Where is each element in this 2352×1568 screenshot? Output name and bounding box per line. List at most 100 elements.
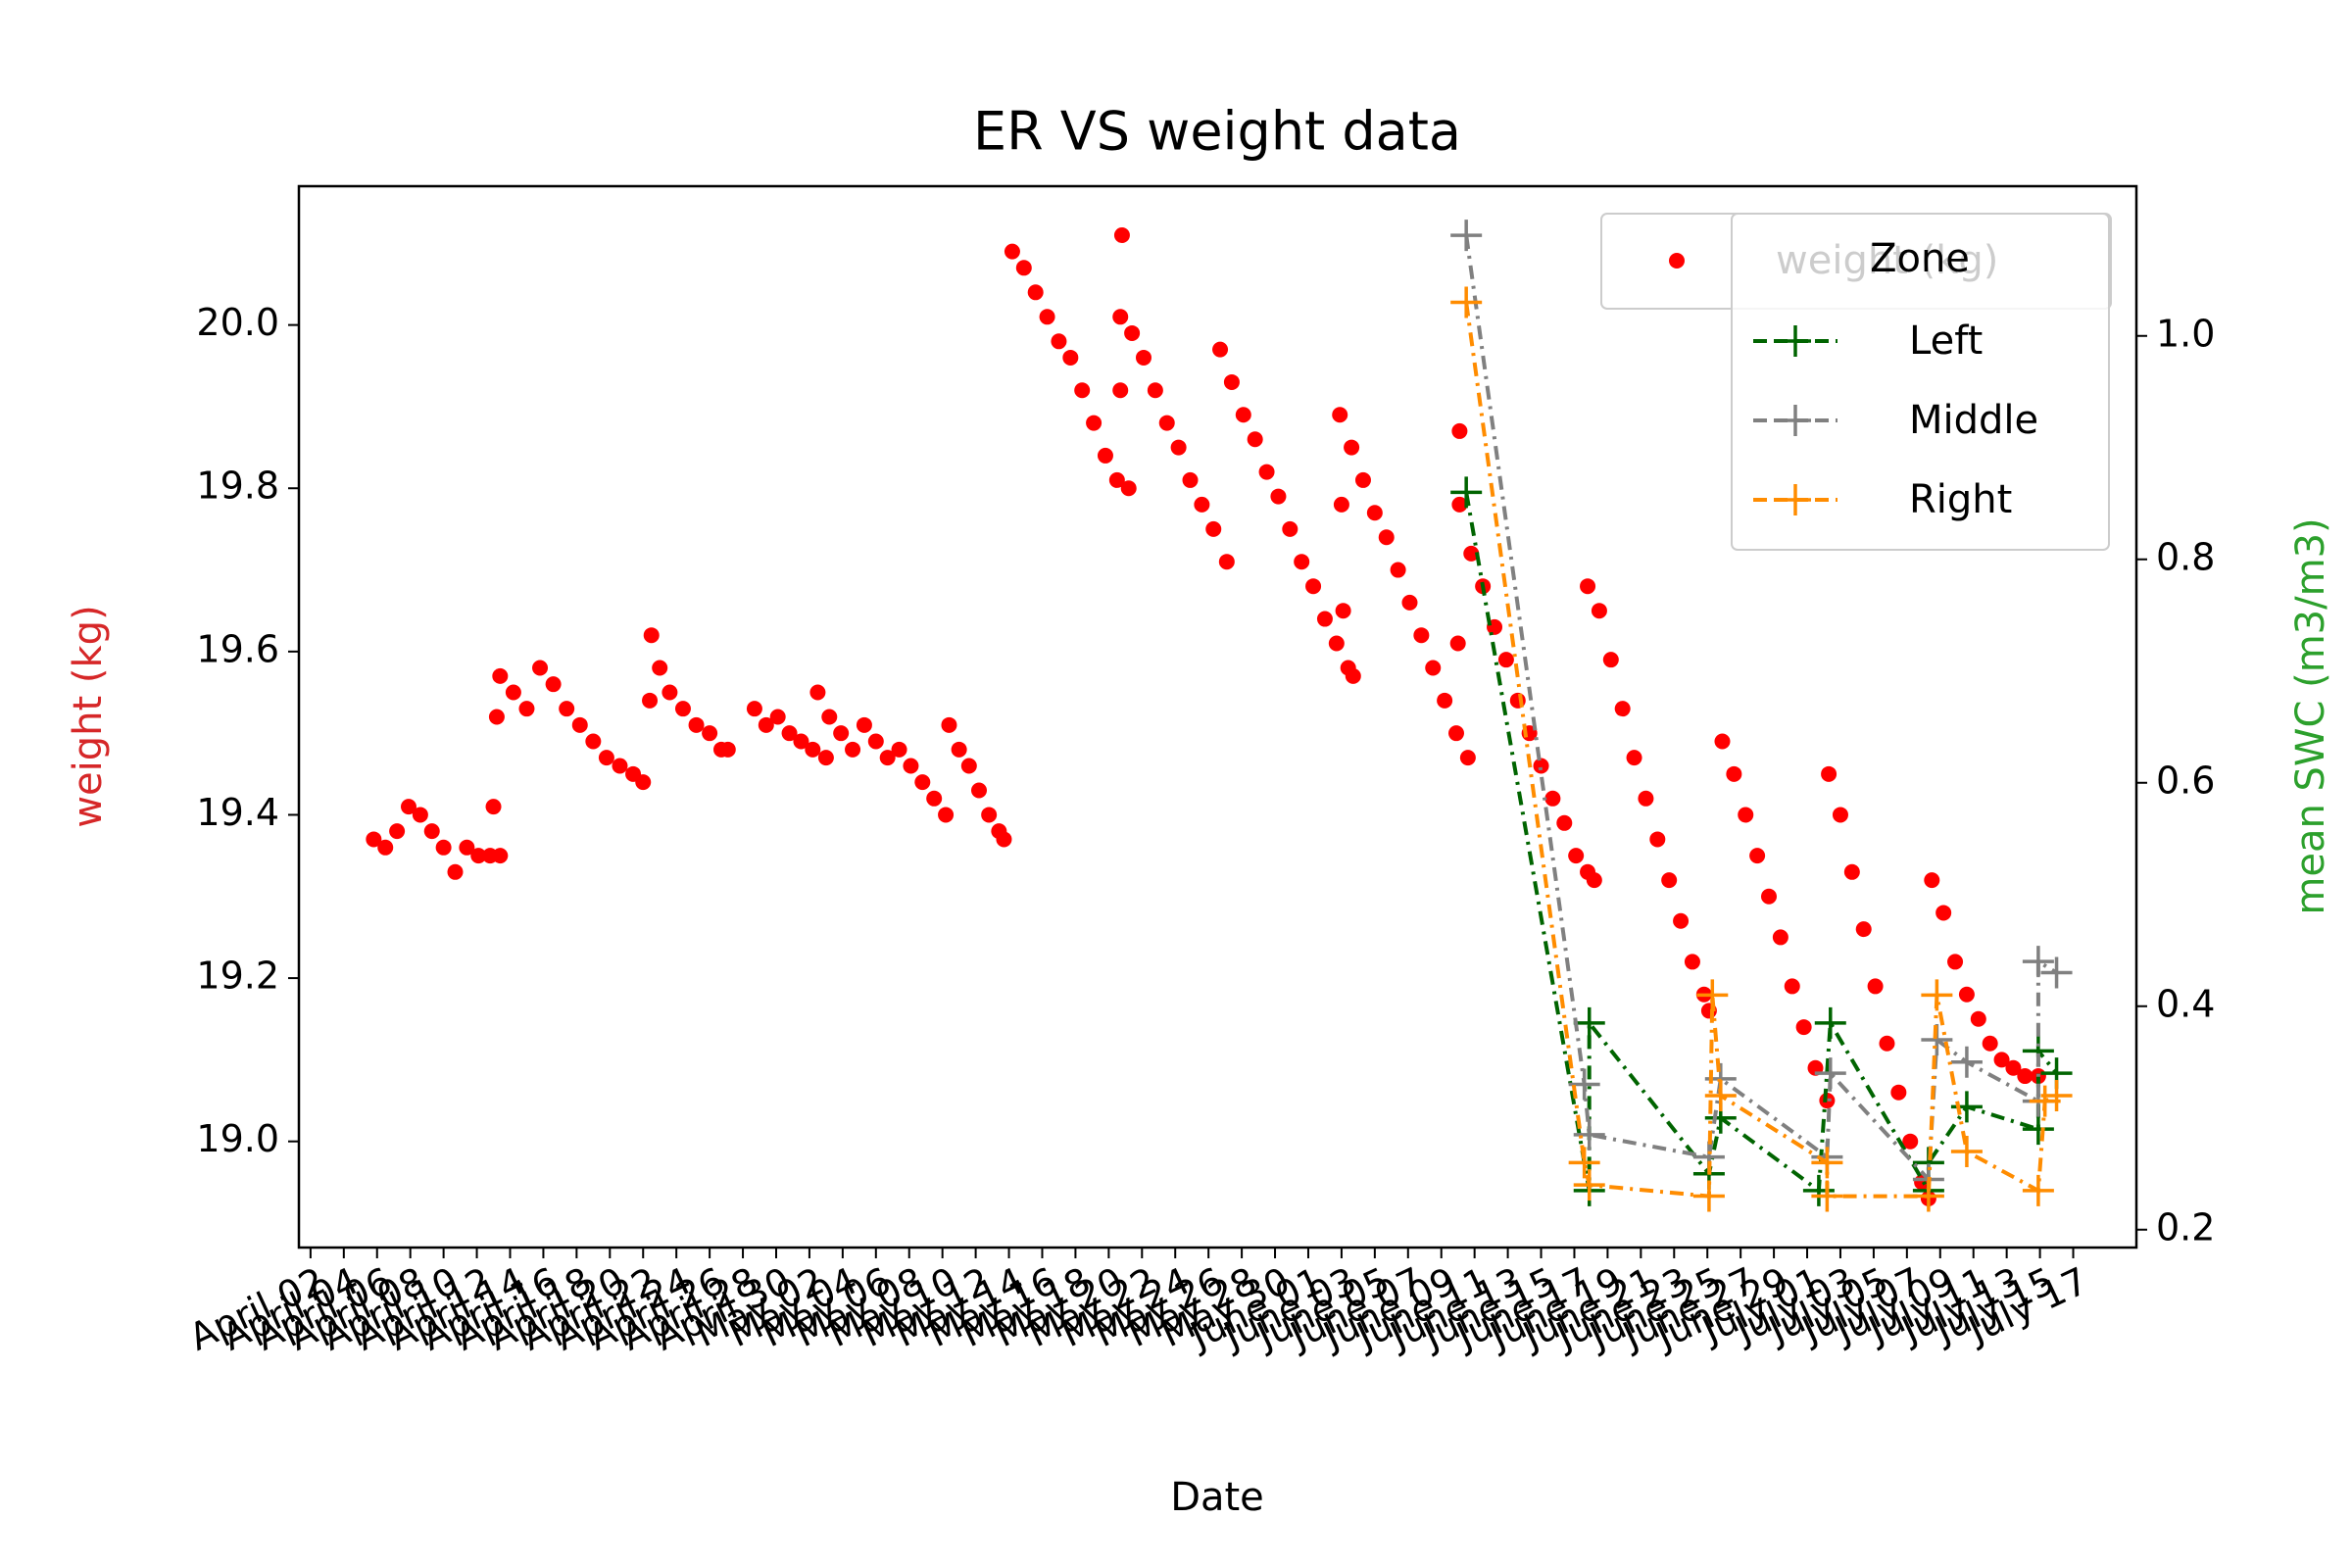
weight-point [1795,1019,1812,1036]
weight-point [981,807,998,823]
weight-point [1212,341,1229,358]
weight-point [1924,872,1940,889]
swc-marker [1814,1006,1846,1039]
weight-point [1890,1084,1907,1101]
weight-point [941,716,957,733]
weight-point [2005,1059,2022,1076]
weight-point [1437,692,1453,709]
weight-point [914,774,931,791]
weight-point [1135,349,1152,366]
weight-point [674,701,691,717]
weight-point [688,716,705,733]
swc-marker [1692,1180,1725,1212]
weight-point [1673,912,1690,929]
weight-point [2017,1068,2034,1085]
weight-point [1108,471,1125,488]
weight-point [1761,888,1777,905]
weight-point [1124,324,1141,341]
weight-point [1556,814,1573,831]
legend-box [1731,213,2110,551]
weight-point [1170,439,1187,456]
weight-point [377,839,394,856]
weight-point [1843,863,1860,880]
weight-point [1738,807,1754,823]
y-tick-label: 19.4 [196,791,279,834]
weight-point [612,758,628,774]
legend-zone: Zone Left Middle Right [1731,213,2110,551]
weight-point [1451,496,1468,513]
weight-point [821,709,838,725]
weight-point [571,716,588,733]
swc-marker [1811,1147,1843,1179]
weight-point [1749,848,1766,864]
weight-point [833,725,850,742]
weight-point [1425,660,1442,676]
weight-point [1218,554,1235,570]
weight-point [1413,627,1430,644]
weight-point [1661,872,1678,889]
weight-point [1819,1093,1836,1109]
legend-label: Right [1909,477,2012,522]
swc-marker [1450,476,1483,509]
weight-point [1580,578,1596,595]
weight-point [769,709,786,725]
weight-point [435,839,452,856]
y-tick-label: 19.0 [196,1117,279,1160]
weight-point [447,863,464,880]
weight-point [423,823,440,840]
weight-point [1568,848,1585,864]
swc-marker [1802,1174,1835,1206]
weight-point [1335,603,1351,619]
swc-marker [1811,1180,1843,1212]
weight-point [1821,765,1838,782]
legend-marker [1669,253,1685,269]
weight-point [1282,520,1298,537]
weight-point [951,741,967,758]
weight-point [1328,635,1345,652]
weight-point [1726,765,1742,782]
weight-point [389,823,406,840]
weight-point [1305,578,1322,595]
weight-point [1112,309,1129,325]
weight-point [1714,733,1731,750]
weight-point [559,701,575,717]
weight-point [1158,415,1175,431]
weight-point [366,831,382,848]
y-tick-label: 19.8 [196,465,279,508]
weight-point [1832,807,1848,823]
weight-point [1449,635,1466,652]
legend-marker [1780,325,1811,357]
weight-point [1982,1035,1998,1052]
weight-point [891,741,907,758]
weight-point [758,716,774,733]
weight-point [488,709,505,725]
weight-point [1147,382,1163,399]
weight-point [1113,226,1130,243]
swc-marker [2022,1113,2054,1146]
legend-title: Zone [1870,236,1970,281]
swc-marker [1912,1180,1944,1212]
weight-point [1936,905,1952,921]
swc-marker [1950,1135,1983,1167]
weight-point [1112,382,1129,399]
weight-point [1332,407,1348,423]
weight-point [1867,978,1884,995]
y2-tick-label: 0.8 [2156,535,2215,578]
weight-point [1902,1133,1919,1150]
weight-point [652,660,668,676]
weight-point [926,790,943,807]
weight-point [1345,667,1361,684]
weight-point [642,692,659,709]
legend-marker [1780,405,1811,436]
weight-point [960,758,977,774]
weight-point [1544,790,1561,807]
weight-point [1970,1010,1986,1027]
swc-marker [2022,946,2054,978]
weight-point [845,741,861,758]
weight-point [1344,439,1360,456]
weight-point [400,799,416,815]
swc-marker [1573,1118,1605,1151]
swc-marker [1696,979,1729,1011]
weight-point [793,733,809,750]
